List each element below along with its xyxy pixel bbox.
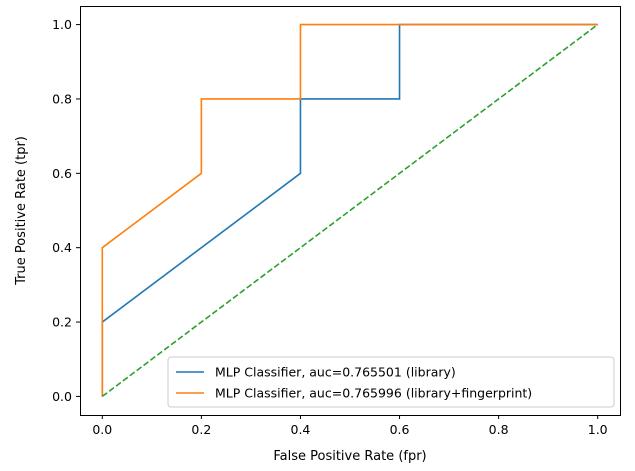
x-axis: 0.0 0.2 0.4 0.6 0.8 1.0 <box>92 415 608 437</box>
x-tick-label: 0.8 <box>489 422 509 437</box>
y-tick-label: 0.8 <box>52 91 72 106</box>
plot-frame <box>80 6 621 416</box>
legend-box <box>167 356 615 408</box>
y-tick-label: 0.6 <box>52 166 72 181</box>
y-tick-label: 0.0 <box>52 389 72 404</box>
x-tick-label: 0.2 <box>191 422 211 437</box>
legend-entry: MLP Classifier, auc=0.765996 (library+fi… <box>215 386 532 401</box>
y-axis: 0.0 0.2 0.4 0.6 0.8 1.0 <box>52 17 80 404</box>
x-tick-label: 0.4 <box>291 422 311 437</box>
series-line-3 <box>101 23 599 398</box>
legend: MLP Classifier, auc=0.765501 (library) ML… <box>167 356 615 408</box>
legend-entry: MLP Classifier, auc=0.765501 (library) <box>215 365 456 380</box>
y-tick-label: 0.2 <box>52 315 72 330</box>
x-axis-label: False Positive Rate (fpr) <box>273 449 426 464</box>
y-axis-label: True Positive Rate (tpr) <box>14 136 29 286</box>
y-tick-label: 1.0 <box>52 17 72 32</box>
y-tick-label: 0.4 <box>52 240 72 255</box>
x-tick-label: 1.0 <box>588 422 608 437</box>
series-line-2 <box>101 23 598 397</box>
x-tick-label: 0.6 <box>390 422 410 437</box>
plot-lines <box>101 23 599 398</box>
x-tick-label: 0.0 <box>92 422 112 437</box>
